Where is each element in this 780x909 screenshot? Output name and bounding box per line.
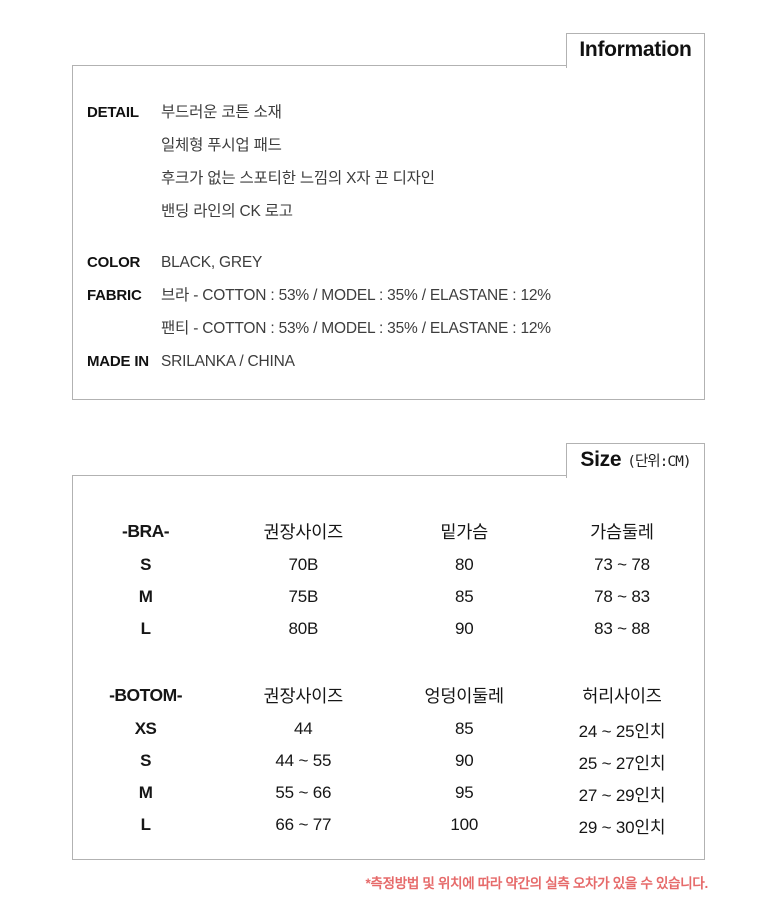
size-cell: 44 bbox=[294, 719, 313, 738]
information-tab: Information bbox=[566, 33, 705, 68]
info-row-detail: DETAIL 부드러운 코튼 소재 일체형 푸시업 패드 후크가 없는 스포티한… bbox=[87, 96, 684, 228]
size-cell: 90 bbox=[454, 751, 474, 770]
detail-values: 부드러운 코튼 소재 일체형 푸시업 패드 후크가 없는 스포티한 느낌의 X자… bbox=[161, 96, 684, 228]
size-cell: 100 bbox=[450, 815, 479, 834]
bra-header-row: -BRA- 권장사이즈 밑가슴 가슴둘레 bbox=[73, 514, 704, 549]
size-tab: Size (단위:CM) bbox=[566, 443, 705, 478]
size-cell: 25 ~ 27인치 bbox=[578, 753, 666, 773]
size-cell: 24 ~ 25인치 bbox=[578, 721, 666, 741]
bottom-header-cell: -BOTOM- bbox=[109, 685, 183, 705]
size-panel: Size (단위:CM) -BRA- 권장사이즈 밑가슴 가슴둘레 S 70B … bbox=[72, 443, 705, 860]
size-cell: 85 bbox=[454, 719, 474, 738]
size-cell: 80 bbox=[454, 555, 474, 574]
bottom-row-l: L 66 ~ 77 100 29 ~ 30인치 bbox=[73, 809, 704, 841]
bra-row-s: S 70B 80 73 ~ 78 bbox=[73, 549, 704, 581]
detail-value-line: 부드러운 코튼 소재 bbox=[161, 104, 282, 121]
madein-label: MADE IN bbox=[87, 353, 149, 370]
bra-row-m: M 75B 85 78 ~ 83 bbox=[73, 581, 704, 613]
bottom-row-m: M 55 ~ 66 95 27 ~ 29인치 bbox=[73, 777, 704, 809]
fabric-value-line: 브라 - COTTON : 53% / MODEL : 35% / ELASTA… bbox=[161, 287, 551, 304]
size-cell: L bbox=[140, 815, 151, 834]
size-cell: 66 ~ 77 bbox=[275, 815, 332, 834]
color-label: COLOR bbox=[87, 254, 141, 271]
bra-header-cell: 밑가슴 bbox=[440, 522, 489, 542]
fabric-values: 브라 - COTTON : 53% / MODEL : 35% / ELASTA… bbox=[161, 279, 684, 345]
size-table: -BRA- 권장사이즈 밑가슴 가슴둘레 S 70B 80 73 ~ 78 M … bbox=[73, 514, 704, 841]
table-spacer-row bbox=[73, 645, 704, 678]
bottom-header-cell: 허리사이즈 bbox=[582, 686, 662, 706]
size-cell: S bbox=[140, 555, 151, 574]
information-panel: Information DETAIL 부드러운 코튼 소재 일체형 푸시업 패드… bbox=[72, 33, 705, 400]
bra-header-cell: 권장사이즈 bbox=[263, 522, 344, 542]
fabric-value-line: 팬티 - COTTON : 53% / MODEL : 35% / ELASTA… bbox=[161, 320, 551, 337]
size-cell: L bbox=[140, 619, 151, 638]
bottom-row-s: S 44 ~ 55 90 25 ~ 27인치 bbox=[73, 745, 704, 777]
size-cell: 80B bbox=[288, 619, 319, 638]
size-cell: 29 ~ 30인치 bbox=[578, 817, 666, 837]
detail-value-line: 후크가 없는 스포티한 느낌의 X자 끈 디자인 bbox=[161, 170, 435, 187]
size-cell: 83 ~ 88 bbox=[594, 619, 650, 638]
size-cell: 78 ~ 83 bbox=[594, 587, 650, 606]
measurement-disclaimer: *측정방법 및 위치에 따라 약간의 실측 오차가 있을 수 있습니다. bbox=[365, 876, 709, 891]
size-cell: 73 ~ 78 bbox=[594, 555, 650, 574]
information-rows: DETAIL 부드러운 코튼 소재 일체형 푸시업 패드 후크가 없는 스포티한… bbox=[73, 66, 704, 378]
detail-value-line: 밴딩 라인의 CK 로고 bbox=[161, 203, 293, 220]
size-cell: M bbox=[138, 783, 153, 802]
size-cell: 75B bbox=[288, 587, 319, 606]
bottom-header-cell: 엉덩이둘레 bbox=[424, 686, 504, 706]
fabric-label: FABRIC bbox=[87, 287, 142, 304]
size-cell: 27 ~ 29인치 bbox=[578, 785, 666, 805]
bottom-row-xs: XS 44 85 24 ~ 25인치 bbox=[73, 713, 704, 745]
size-cell: M bbox=[138, 587, 153, 606]
detail-value-line: 일체형 푸시업 패드 bbox=[161, 137, 282, 154]
bottom-header-row: -BOTOM- 권장사이즈 엉덩이둘레 허리사이즈 bbox=[73, 678, 704, 713]
madein-values: SRILANKA / CHINA bbox=[161, 345, 684, 378]
bra-header-cell: 가슴둘레 bbox=[590, 522, 654, 542]
size-cell: 55 ~ 66 bbox=[275, 783, 332, 802]
color-value-line: BLACK, GREY bbox=[161, 254, 263, 271]
size-cell: XS bbox=[134, 719, 157, 738]
info-row-madein: MADE IN SRILANKA / CHINA bbox=[87, 345, 684, 378]
size-unit-label: (단위:CM) bbox=[627, 453, 691, 470]
size-cell: 85 bbox=[454, 587, 474, 606]
size-cell: 95 bbox=[454, 783, 474, 802]
size-title: Size bbox=[580, 448, 622, 471]
info-row-color: COLOR BLACK, GREY bbox=[87, 246, 684, 279]
size-cell: 70B bbox=[288, 555, 319, 574]
size-cell: S bbox=[140, 751, 151, 770]
info-row-fabric: FABRIC 브라 - COTTON : 53% / MODEL : 35% /… bbox=[87, 279, 684, 345]
color-values: BLACK, GREY bbox=[161, 246, 684, 279]
madein-value-line: SRILANKA / CHINA bbox=[161, 353, 295, 370]
information-title: Information bbox=[579, 38, 692, 61]
detail-label: DETAIL bbox=[87, 104, 139, 121]
bra-row-l: L 80B 90 83 ~ 88 bbox=[73, 613, 704, 645]
size-cell: 90 bbox=[454, 619, 474, 638]
bra-header-cell: -BRA- bbox=[122, 521, 170, 541]
spacer bbox=[87, 228, 684, 246]
bottom-header-cell: 권장사이즈 bbox=[263, 686, 344, 706]
size-cell: 44 ~ 55 bbox=[275, 751, 332, 770]
